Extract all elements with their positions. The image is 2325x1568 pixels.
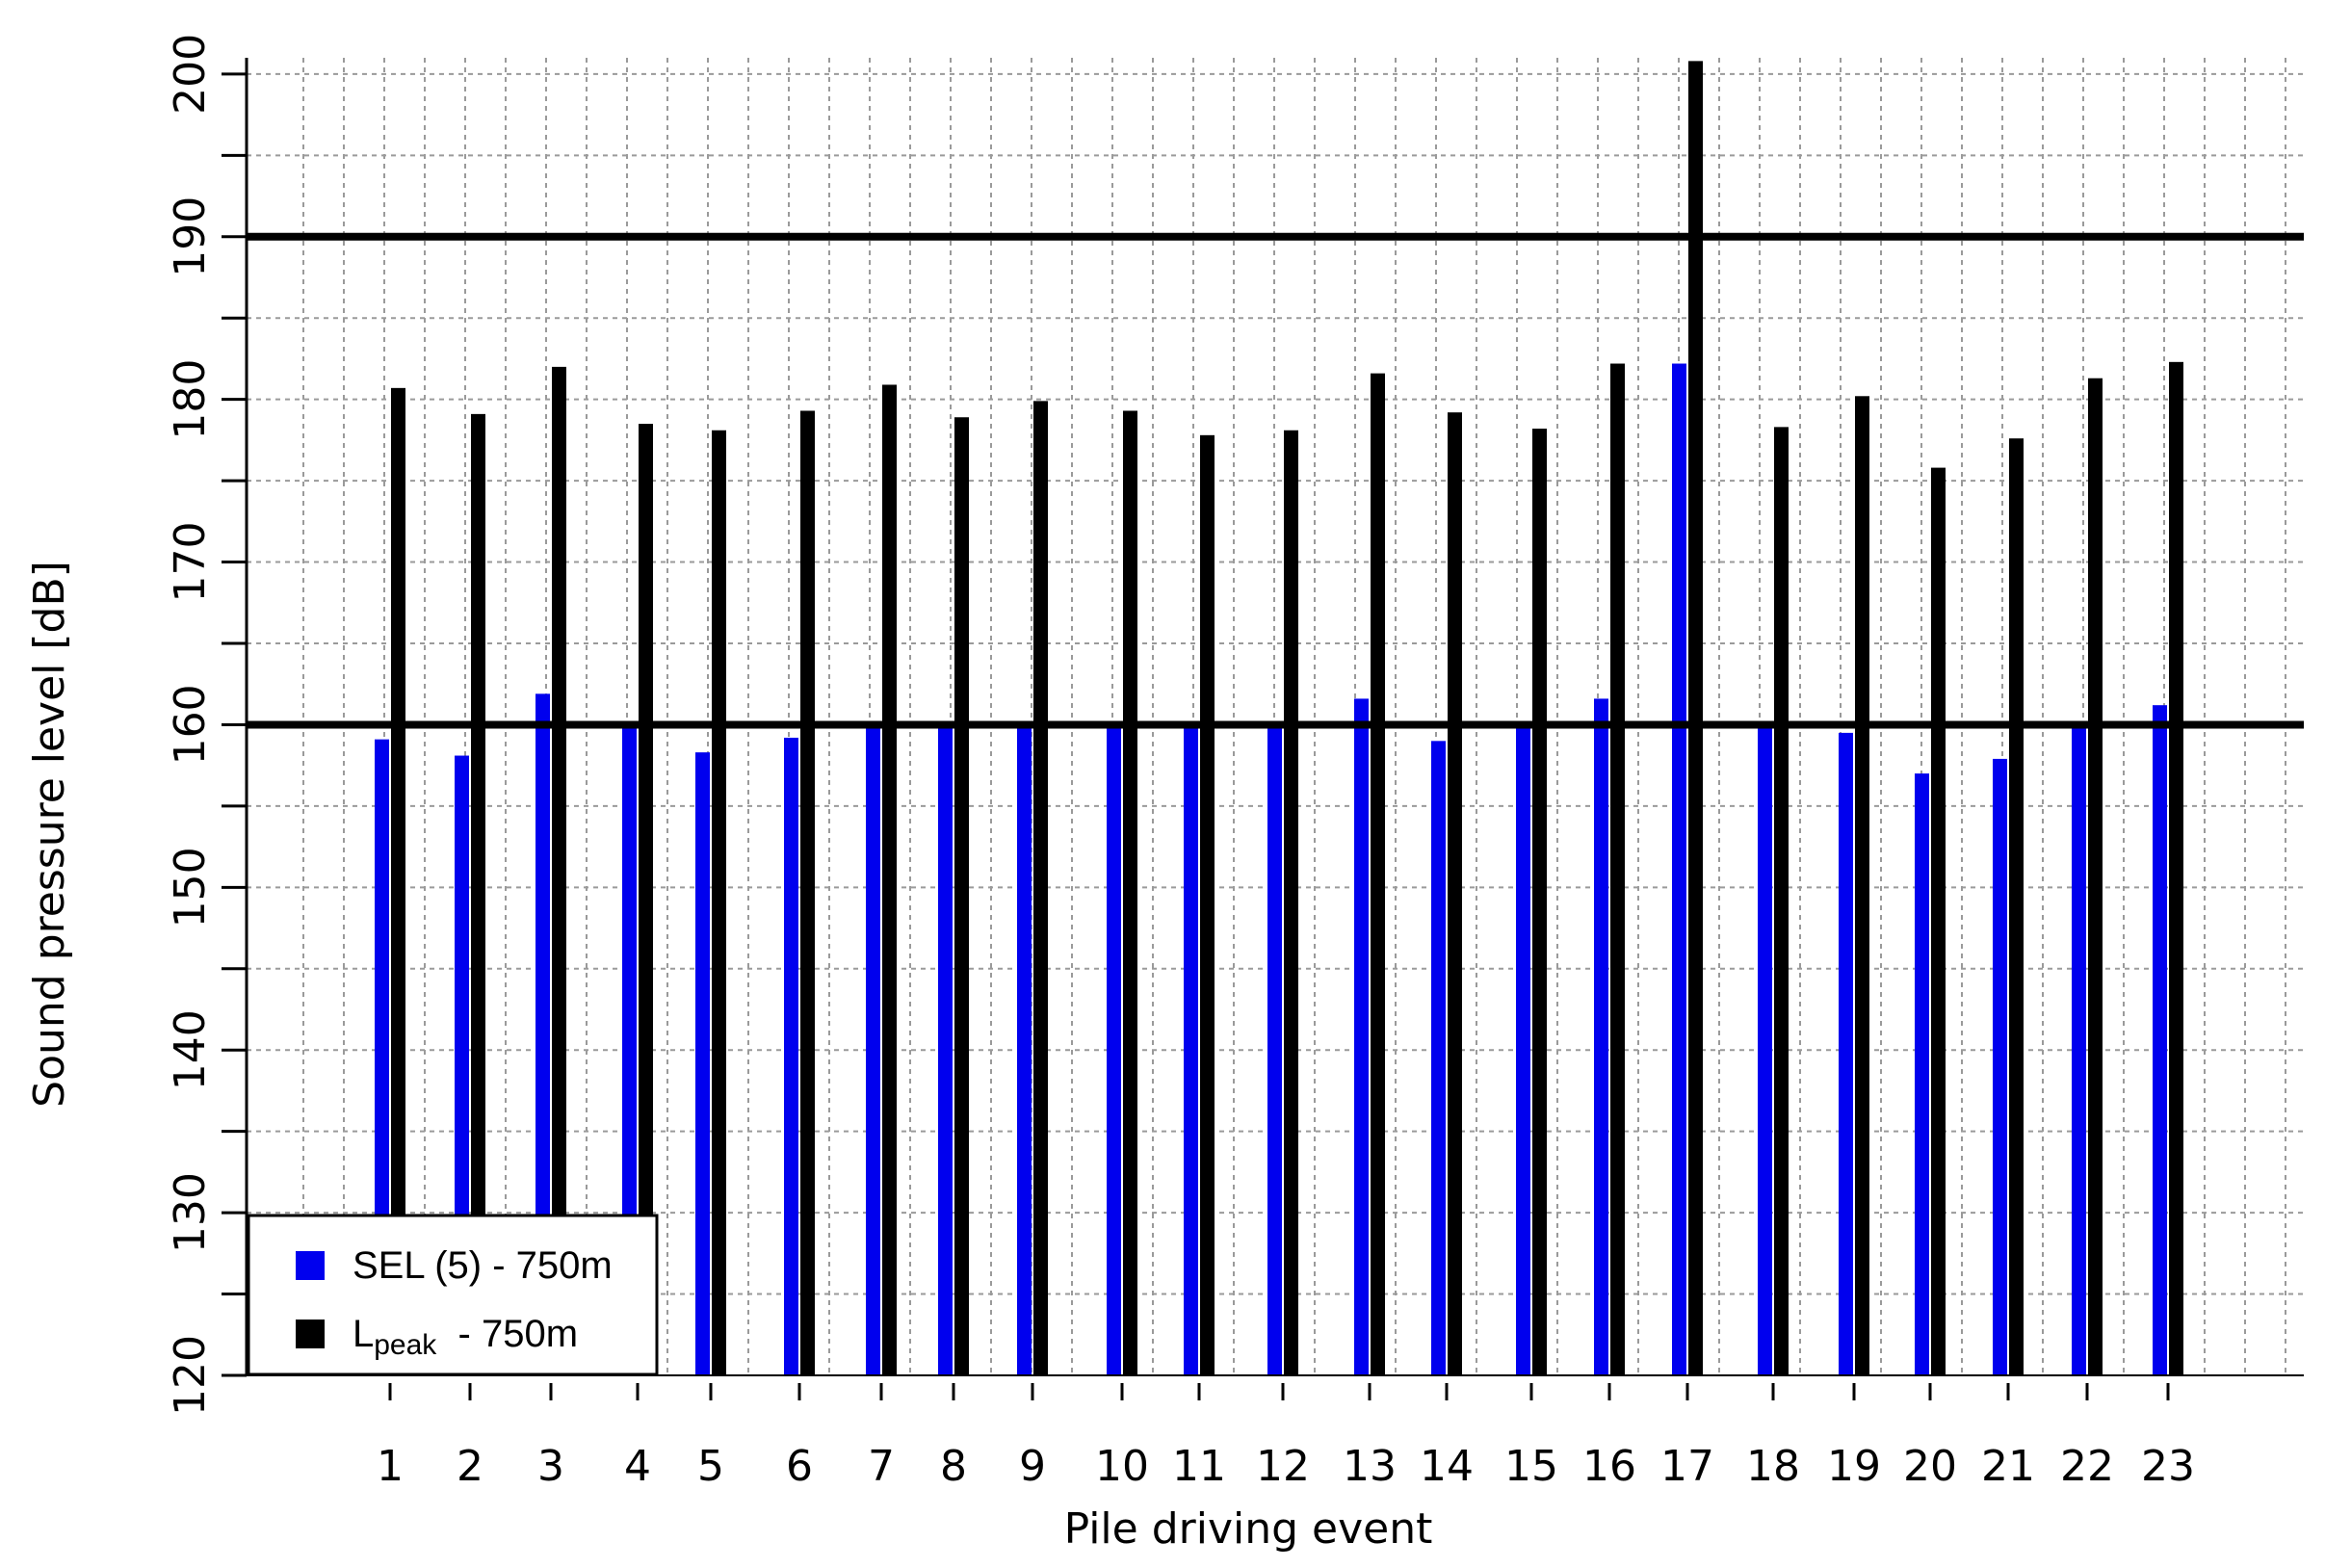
y-tick-label: 190 [166,196,215,277]
x-tick-label: 17 [1660,1442,1714,1491]
bar-sel-22 [2072,727,2086,1375]
y-tick-label: 200 [166,34,215,115]
legend-label-lpeak-suffix: - 750m [436,1313,578,1355]
x-axis-label: Pile driving event [1064,1504,1433,1554]
bar-sel-3 [536,693,550,1375]
bar-sel-11 [1184,726,1198,1375]
x-tick-label: 4 [624,1442,651,1491]
reference-lines [247,232,2304,729]
bar-sel-19 [1839,732,1853,1375]
bar-lpeak-3 [552,366,566,1375]
y-tick-labels: 120 130 140 150 160 170 180 190 200 [166,34,215,1416]
bar-lpeak-17 [1688,61,1703,1375]
bar-sel-6 [784,737,798,1375]
bar-lpeak-1 [391,387,405,1375]
bar-lpeak-21 [2009,438,2024,1375]
grid [247,58,2304,1376]
legend-label-sel: SEL (5) - 750m [353,1244,613,1287]
bar-lpeak-19 [1855,396,1869,1375]
x-tick-label: 14 [1420,1442,1474,1491]
legend: SEL (5) - 750m Lpeak - 750m [247,1214,659,1376]
x-tick-label: 10 [1095,1442,1149,1491]
bar-sel-17 [1672,363,1686,1375]
bar-lpeak-6 [800,410,815,1375]
y-axis-label: Sound pressure level [dB] [25,561,74,1108]
bar-sel-4 [622,727,637,1375]
bar-lpeak-23 [2169,361,2183,1375]
y-tick-label: 130 [166,1172,215,1253]
x-tick-label: 8 [940,1442,967,1491]
x-tick-label: 6 [786,1442,813,1491]
bar-sel-16 [1594,698,1608,1375]
x-tick-label: 12 [1256,1442,1310,1491]
x-tick-label: 15 [1504,1442,1558,1491]
bar-lpeak-7 [882,384,897,1375]
bar-sel-15 [1516,727,1530,1375]
bar-sel-8 [938,724,953,1375]
x-tick-label: 5 [697,1442,724,1491]
bar-sel-7 [866,727,880,1375]
bar-sel-18 [1758,727,1772,1375]
bar-lpeak-4 [639,424,653,1375]
y-tick-label: 160 [166,684,215,765]
bar-sel-13 [1354,698,1369,1375]
x-tick-label: 3 [537,1442,564,1491]
bar-lpeak-18 [1774,427,1789,1375]
x-tick-label: 21 [1981,1442,2035,1491]
x-tick-label: 18 [1746,1442,1800,1491]
bar-sel-12 [1267,727,1282,1375]
y-tick-label: 180 [166,359,215,440]
bar-sel-5 [695,752,710,1375]
bar-sel-9 [1017,726,1032,1375]
bar-lpeak-2 [471,413,485,1375]
bar-sel-21 [1993,758,2007,1375]
x-tick-label: 13 [1343,1442,1397,1491]
x-tick-label: 22 [2060,1442,2114,1491]
y-tick-label: 140 [166,1009,215,1090]
bar-lpeak-12 [1284,430,1298,1375]
bar-lpeak-22 [2088,378,2103,1375]
y-tick-label: 150 [166,847,215,928]
x-tick-label: 11 [1172,1442,1226,1491]
legend-label-lpeak: Lpeak - 750m [353,1313,578,1361]
bar-lpeak-15 [1532,429,1547,1376]
x-tick-label: 9 [1019,1442,1046,1491]
legend-swatch-sel [296,1251,325,1280]
x-tick-label: 23 [2141,1442,2195,1491]
x-tick-label: 20 [1903,1442,1957,1491]
x-tick-label: 19 [1827,1442,1881,1491]
axes [222,58,2304,1400]
bar-sel-10 [1107,727,1121,1375]
bar-sel-20 [1915,773,1929,1375]
x-tick-labels: 1 2 3 4 5 6 7 8 9 10 11 12 13 14 15 16 17 18 19 20 21 22 23 [377,1442,2195,1491]
bar-lpeak-9 [1033,401,1048,1375]
x-tick-label: 1 [377,1442,404,1491]
legend-label-lpeak-sub: peak [374,1329,437,1361]
y-tick-label: 170 [166,522,215,603]
bar-lpeak-8 [954,417,969,1375]
bar-lpeak-14 [1448,412,1462,1376]
bar-lpeak-10 [1123,410,1137,1375]
legend-swatch-lpeak [296,1320,325,1348]
x-tick-label: 16 [1582,1442,1636,1491]
bar-lpeak-16 [1610,363,1625,1375]
x-tick-label: 2 [457,1442,483,1491]
bar-lpeak-11 [1200,434,1215,1375]
bar-lpeak-5 [712,430,726,1375]
bar-sel-14 [1431,741,1446,1375]
bar-sel-23 [2153,705,2167,1375]
bars [375,61,2183,1376]
legend-label-lpeak-main: L [353,1313,374,1355]
bar-lpeak-20 [1931,467,1946,1376]
y-tick-label: 120 [166,1335,215,1416]
bar-lpeak-13 [1371,373,1385,1376]
x-tick-label: 7 [868,1442,895,1491]
